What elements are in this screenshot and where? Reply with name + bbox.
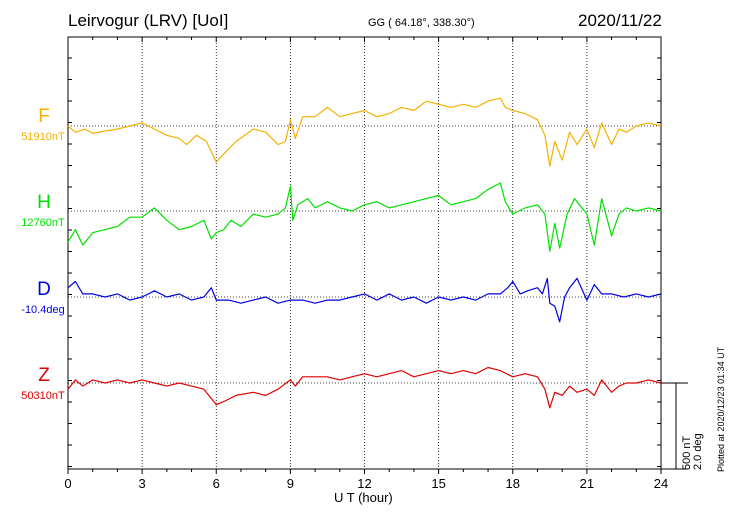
series-label-H: H bbox=[37, 192, 51, 213]
x-tick-label-0: 0 bbox=[64, 476, 71, 491]
series-label-Z: Z bbox=[38, 365, 50, 386]
series-line-H bbox=[67, 182, 662, 252]
station-title: Leirvogur (LRV) [UoI] bbox=[68, 11, 229, 30]
series-label-D: D bbox=[37, 279, 51, 300]
x-tick-label-15: 15 bbox=[431, 476, 445, 491]
series-line-D bbox=[67, 277, 662, 323]
x-axis-label: U T (hour) bbox=[334, 490, 393, 505]
x-tick-label-6: 6 bbox=[213, 476, 220, 491]
series-label-F: F bbox=[38, 106, 50, 127]
series-baseline-value-Z: 50310nT bbox=[21, 390, 65, 402]
series-baseline-value-F: 51910nT bbox=[21, 131, 65, 143]
series-baseline-value-H: 12760nT bbox=[21, 217, 65, 229]
plotted-timestamp: Plotted at 2020/12/23 01:34 UT bbox=[716, 346, 726, 472]
scale-line-deg: 2.0 deg bbox=[692, 433, 704, 470]
x-tick-label-21: 21 bbox=[580, 476, 594, 491]
series-line-Z bbox=[67, 366, 662, 409]
scale-bar-label: 500 nT 2.0 deg bbox=[681, 433, 704, 470]
x-tick-label-9: 9 bbox=[287, 476, 294, 491]
x-tick-label-24: 24 bbox=[654, 476, 668, 491]
x-tick-label-18: 18 bbox=[506, 476, 520, 491]
geographic-coordinates: GG ( 64.18°, 338.30°) bbox=[368, 17, 475, 29]
plot-date: 2020/11/22 bbox=[578, 11, 662, 30]
series-baseline-value-D: -10.4deg bbox=[21, 304, 64, 316]
x-tick-label-3: 3 bbox=[139, 476, 146, 491]
series-line-F bbox=[67, 97, 662, 167]
x-tick-label-12: 12 bbox=[357, 476, 371, 491]
